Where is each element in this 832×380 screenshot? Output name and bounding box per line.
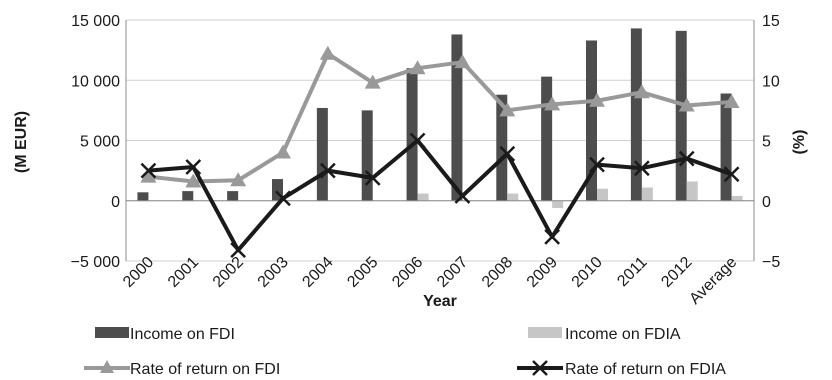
bar [641,187,653,201]
point-marker [185,173,202,188]
point-marker [454,188,471,204]
x-tick-label: 2006 [389,254,426,291]
point-marker [499,145,516,162]
point-marker [230,242,247,259]
y2-tick-label: −5 [762,254,780,271]
point-marker [678,97,695,112]
point-marker [364,169,381,186]
bar [630,28,642,201]
bar [137,192,149,201]
legend: Income on FDI Income on FDIA Rate of ret… [84,326,726,378]
x-tick-label: 2007 [434,254,471,291]
y2-tick-label: 5 [762,134,771,151]
y-tick-label: −5 000 [71,254,120,271]
point-marker [633,160,650,177]
bar [316,107,328,201]
point-marker [140,162,157,179]
y-tick-label: 5 000 [80,134,120,151]
point-marker [230,172,247,187]
legend-swatch-income-fdia [528,327,562,338]
bar [272,179,283,201]
x-tick-label: 2012 [658,254,695,291]
x-tick-label: 2003 [255,254,292,291]
point-marker [499,102,516,117]
legend-label-rate-fdi: Rate of return on FDI [130,361,280,378]
bar [361,110,373,201]
y-tick-label: 0 [111,194,120,211]
x-tick-label: 2010 [569,254,606,291]
point-marker [544,96,561,111]
point-marker [454,54,471,69]
point-marker [319,162,336,179]
point-marker [409,132,426,149]
gridlines [126,19,754,262]
point-marker [275,144,291,159]
bar [720,93,732,201]
point-marker [319,45,336,60]
x-tick-label: Average [686,254,740,308]
point-marker [409,60,426,75]
x-tick-label: 2005 [344,254,381,291]
legend-label-rate-fdia: Rate of return on FDIA [565,361,726,378]
legend-label-income-fdi: Income on FDI [130,326,235,343]
y2-tick-label: 15 [762,13,780,30]
x-axis-title: Year [423,293,457,310]
x-tick-label: 2002 [210,254,247,291]
point-marker [678,150,695,167]
y-tick-label: 15 000 [71,13,120,30]
point-marker [185,159,202,175]
bar [507,193,519,201]
bar [686,181,698,201]
bar [227,191,239,201]
bar [417,193,429,201]
y-tick-labels: 15 000 10 000 5 000 0 −5 000 [71,13,120,271]
series-line [148,51,732,184]
x-tick-label: 2009 [524,254,561,291]
bar [552,200,564,208]
bar [675,30,687,201]
y2-axis-title: (%) [791,130,808,155]
bar [451,34,463,201]
y2-tick-label: 0 [762,194,771,211]
x-tick-label: 2001 [165,254,202,291]
legend-marker-rate-fdi [100,360,114,373]
point-marker [633,84,650,99]
bar [597,188,608,201]
point-marker [589,156,605,173]
bar [541,76,553,201]
point-marker [364,74,381,89]
legend-swatch-income-fdi [95,327,129,338]
bar [731,195,743,201]
series-line [148,138,733,253]
point-marker [544,229,561,245]
point-marker [589,92,605,107]
bar [182,191,194,201]
x-tick-label: 2004 [299,254,336,291]
legend-label-income-fdia: Income on FDIA [565,326,681,343]
x-tick-label: 2008 [479,254,516,291]
bar [586,40,597,201]
point-marker [723,166,740,183]
legend-marker-rate-fdia [532,360,548,376]
axes [125,20,755,261]
y2-tick-labels: 15 10 5 0 −5 [762,13,780,271]
point-marker [275,190,291,207]
y-axis-title: (M EUR) [13,111,30,173]
y2-tick-label: 10 [762,73,780,90]
point-marker [140,168,157,183]
y-tick-label: 10 000 [71,73,120,90]
x-tick-label: 2011 [614,254,650,290]
point-marker [723,93,740,108]
series-lines [140,45,740,259]
